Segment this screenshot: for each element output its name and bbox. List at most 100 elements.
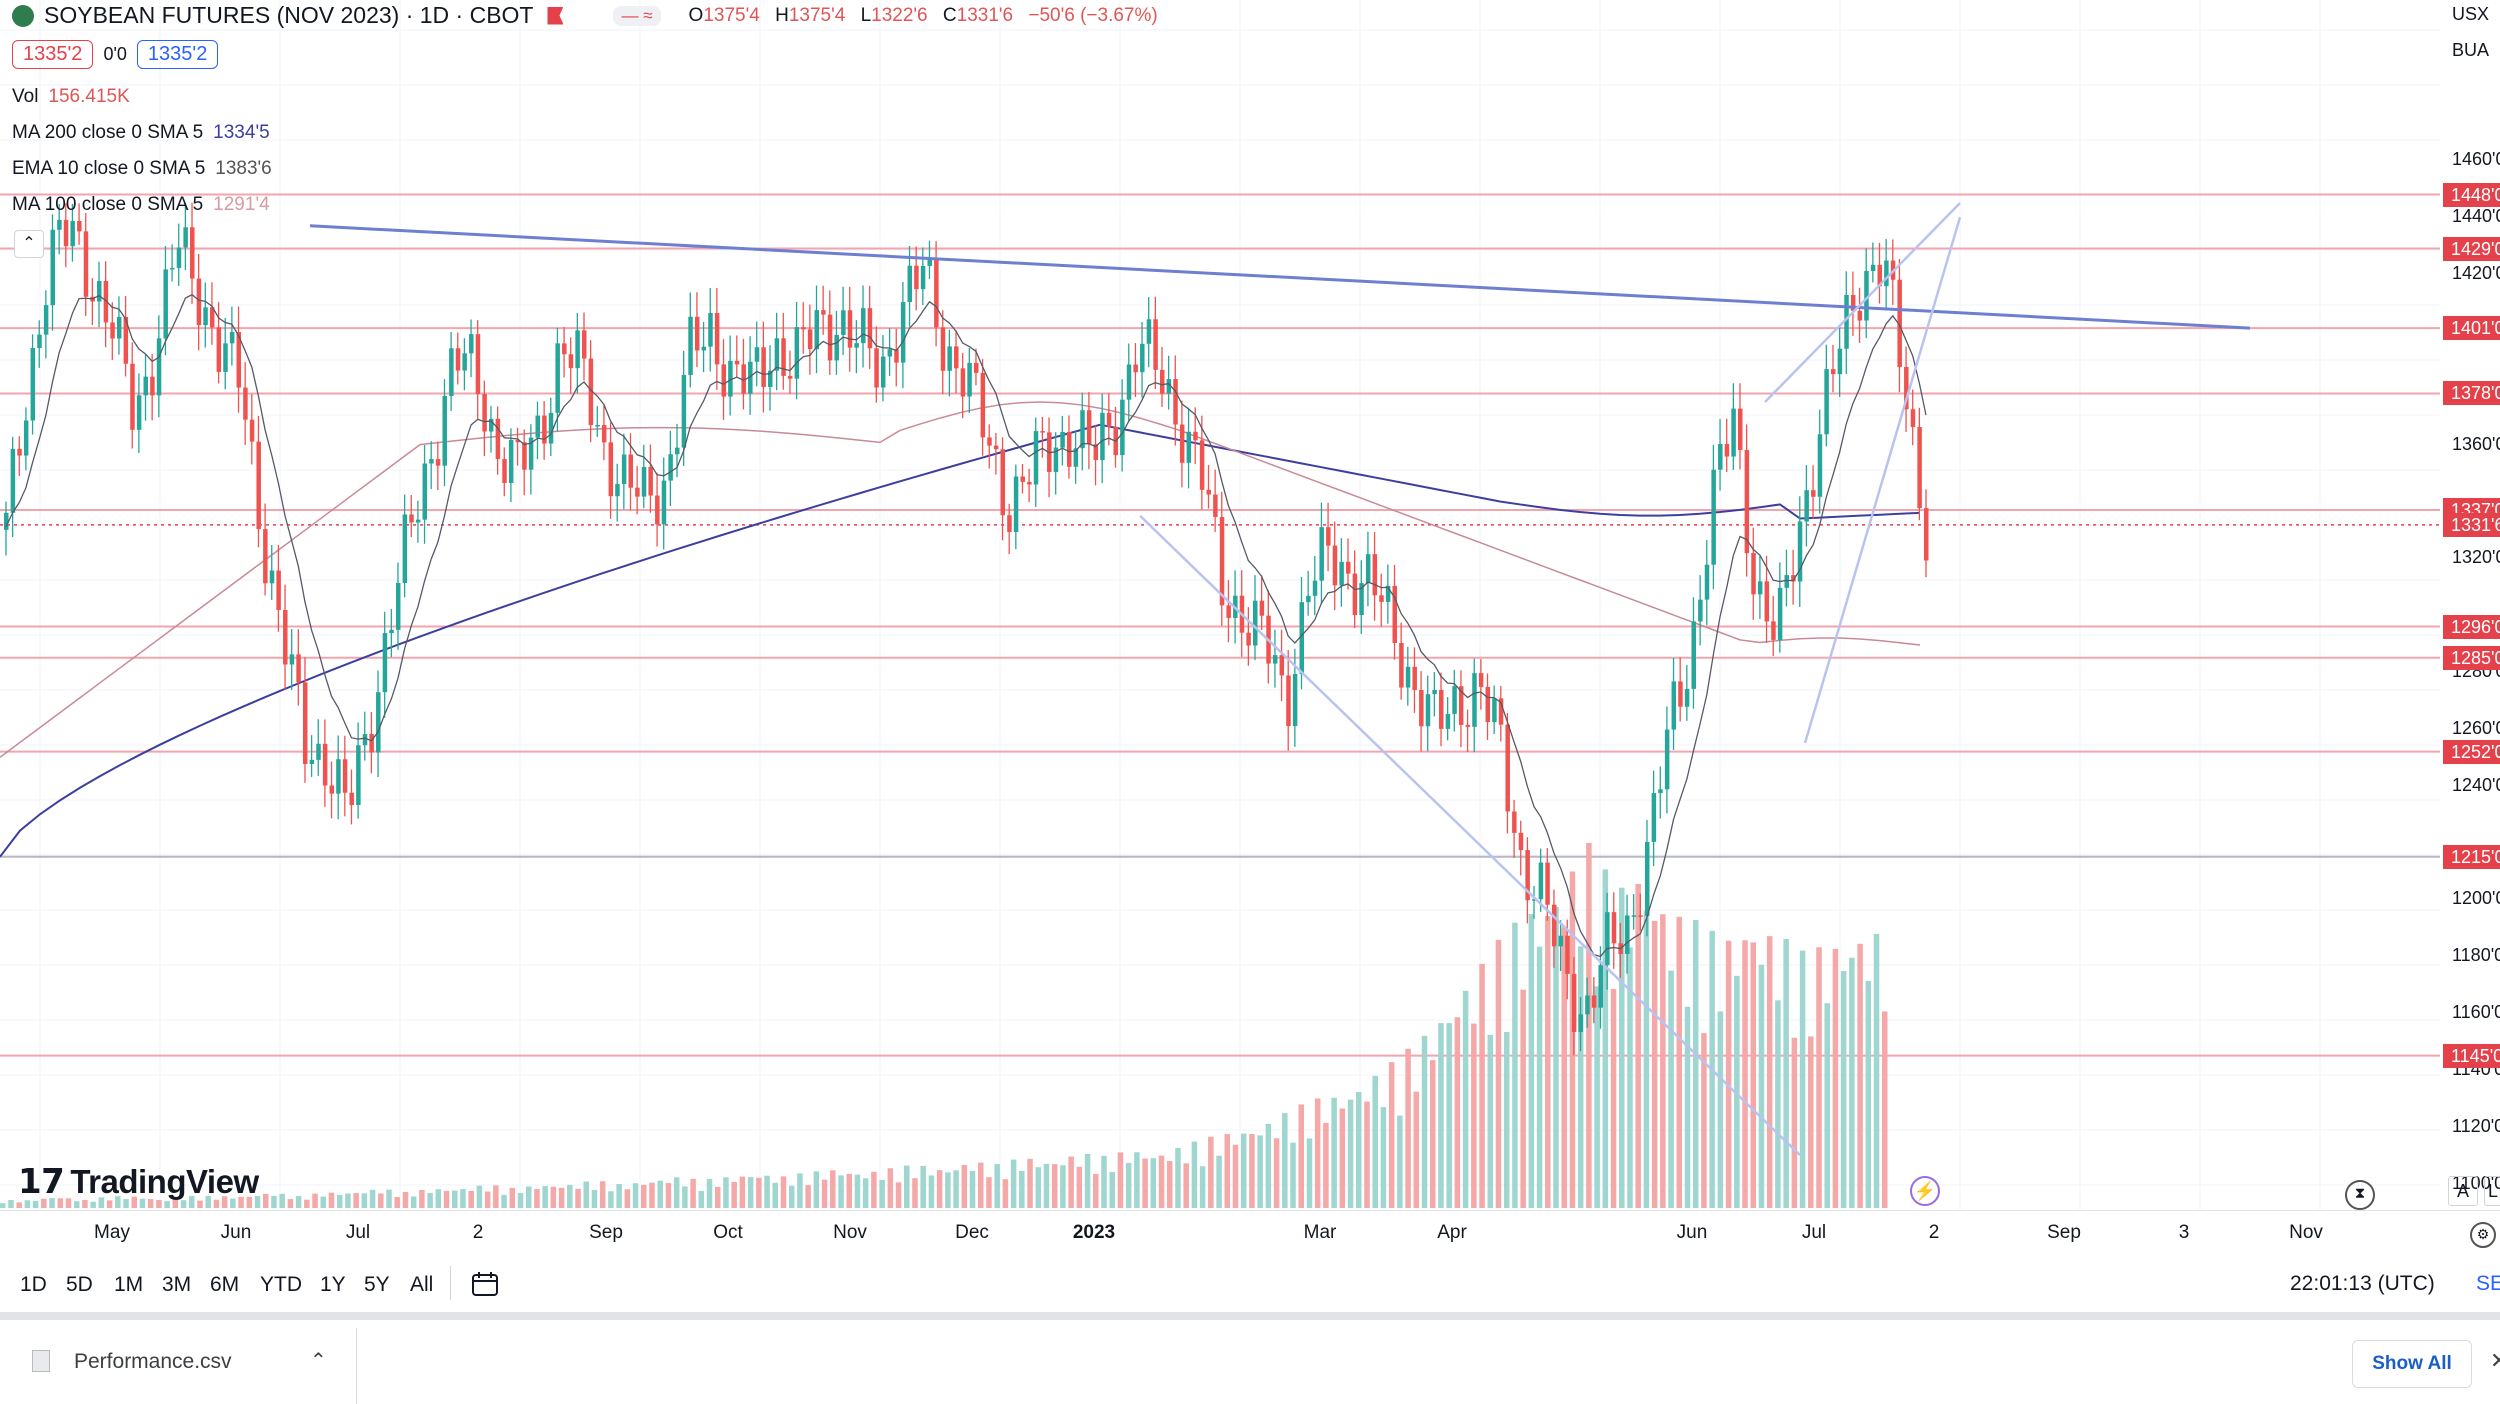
session-button[interactable]: SE	[2476, 1272, 2500, 1295]
candle-body	[1525, 850, 1530, 901]
volume-bar	[1832, 948, 1839, 1208]
volume-bar	[262, 1193, 269, 1208]
candle-body	[1040, 431, 1045, 433]
candle-body	[987, 437, 992, 446]
chevron-up-icon[interactable]: ⌃	[310, 1350, 327, 1372]
ma100-legend[interactable]: MA 100 close 0 SMA 5 1291'4	[12, 194, 270, 215]
time-axis-label: Mar	[1303, 1222, 1337, 1243]
volume-bar	[1035, 1167, 1042, 1208]
candle-body	[947, 346, 952, 371]
candle-body	[130, 363, 135, 430]
price-level-tag[interactable]: 1296'0	[2443, 614, 2500, 639]
download-filename[interactable]: Performance.csv	[74, 1350, 232, 1373]
price-level-tag[interactable]: 1145'0	[2443, 1043, 2500, 1068]
candle-body	[356, 745, 361, 806]
price-level-tag[interactable]: 1215'0	[2443, 844, 2500, 869]
flag-icon[interactable]	[547, 6, 564, 25]
volume-bar	[1265, 1123, 1272, 1208]
chart-area[interactable]: SOYBEAN FUTURES (NOV 2023) · 1D · CBOT —…	[0, 0, 2440, 1210]
volume-bar	[1093, 1173, 1099, 1208]
candle-body	[807, 329, 813, 350]
timeframe-button-1y[interactable]: 1Y	[320, 1273, 346, 1296]
timeframe-button-5d[interactable]: 5D	[66, 1273, 93, 1296]
price-level-tag[interactable]: 1429'0	[2443, 236, 2500, 261]
price-level-tag[interactable]: 1285'0	[2443, 645, 2500, 670]
volume-bar	[295, 1195, 302, 1208]
candle-body	[960, 368, 966, 397]
candle-body	[1106, 412, 1112, 427]
volume-bar	[632, 1183, 639, 1208]
volume-bar	[1520, 989, 1526, 1208]
collapse-legend-button[interactable]: ⌃	[14, 230, 44, 258]
date-range-calendar-icon[interactable]	[470, 1270, 500, 1298]
ema10-legend[interactable]: EMA 10 close 0 SMA 5 1383'6	[12, 158, 272, 179]
price-chart[interactable]	[0, 0, 2440, 1210]
candle-body	[1080, 410, 1085, 449]
show-all-button[interactable]: Show All	[2352, 1340, 2472, 1388]
volume-bar	[599, 1181, 606, 1208]
trend-line	[1139, 514, 1801, 1157]
timeframe-button-6m[interactable]: 6M	[210, 1273, 240, 1296]
candle-body	[615, 484, 620, 497]
trend-line	[1764, 202, 1961, 403]
volume-bar	[476, 1185, 483, 1208]
volume-bar	[1750, 942, 1757, 1208]
volume-bar	[813, 1171, 820, 1208]
price-level-tag[interactable]: 1252'0	[2443, 739, 2500, 764]
timeframe-button-ytd[interactable]: YTD	[260, 1273, 302, 1296]
buy-button[interactable]: 1335'2	[136, 40, 219, 69]
volume-bar	[1232, 1144, 1239, 1208]
candle-body	[349, 792, 354, 806]
price-level-tag[interactable]: 1448'0	[2443, 182, 2500, 207]
candle-body	[874, 348, 879, 388]
volume-bar	[575, 1188, 581, 1208]
timeframe-button-all[interactable]: All	[410, 1273, 434, 1296]
hourglass-icon[interactable]: ⧗	[2345, 1180, 2375, 1210]
utc-clock[interactable]: 22:01:13 (UTC)	[2290, 1272, 2435, 1295]
volume-bar	[131, 1196, 137, 1208]
timeframe-button-5y[interactable]: 5Y	[364, 1273, 390, 1296]
volume-bar	[953, 1170, 959, 1208]
volume-bar	[1388, 1062, 1395, 1208]
close-icon[interactable]: ✕	[2490, 1348, 2500, 1373]
candle-body	[1625, 915, 1630, 954]
volume-legend[interactable]: Vol 156.415K	[12, 86, 130, 107]
tv-mark-icon: 𝟭𝟳	[18, 1163, 65, 1201]
price-axis-label: 1240'0	[2452, 774, 2500, 795]
volume-bar	[57, 1198, 64, 1208]
symbol-title[interactable]: SOYBEAN FUTURES (NOV 2023) · 1D · CBOT	[44, 2, 534, 28]
volume-bar	[673, 1177, 680, 1208]
price-level-tag[interactable]: 1331'6	[2443, 512, 2500, 537]
timeframe-button-1m[interactable]: 1M	[114, 1273, 144, 1296]
candle-body	[528, 437, 534, 470]
volume-bar	[410, 1196, 417, 1208]
settings-gear-icon[interactable]: ⚙	[2470, 1222, 2496, 1248]
timeframe-button-3m[interactable]: 3M	[162, 1273, 192, 1296]
visibility-toggle-icon[interactable]: — ≈	[613, 5, 661, 26]
timeframe-divider	[450, 1266, 451, 1300]
candle-body	[1784, 575, 1789, 588]
candle-body	[256, 441, 261, 530]
ma200-legend[interactable]: MA 200 close 0 SMA 5 1334'5	[12, 122, 270, 143]
volume-bar	[788, 1185, 795, 1208]
volume-bar	[427, 1192, 433, 1208]
candle-body	[283, 609, 288, 665]
price-level-tag[interactable]: 1401'0	[2443, 316, 2500, 341]
candle-body	[934, 258, 939, 328]
auto-scale-button[interactable]: A	[2448, 1176, 2478, 1206]
candle-body	[63, 219, 69, 247]
log-scale-button[interactable]: L	[2484, 1176, 2500, 1206]
price-level-tag[interactable]: 1378'0	[2443, 381, 2500, 406]
candle-body	[1126, 364, 1132, 400]
sell-button[interactable]: 1335'2	[12, 40, 94, 69]
lightning-icon[interactable]: ⚡	[1910, 1176, 1940, 1206]
price-axis-label: 1420'0	[2452, 263, 2500, 284]
volume-bar	[1701, 1033, 1707, 1208]
volume-bar	[1462, 990, 1469, 1208]
ema10-line	[5, 293, 1927, 958]
price-axis[interactable]	[2440, 0, 2500, 1210]
volume-bar	[756, 1177, 762, 1208]
timeframe-button-1d[interactable]: 1D	[20, 1273, 47, 1296]
volume-bar	[772, 1182, 779, 1208]
ma200-line	[0, 423, 1921, 858]
